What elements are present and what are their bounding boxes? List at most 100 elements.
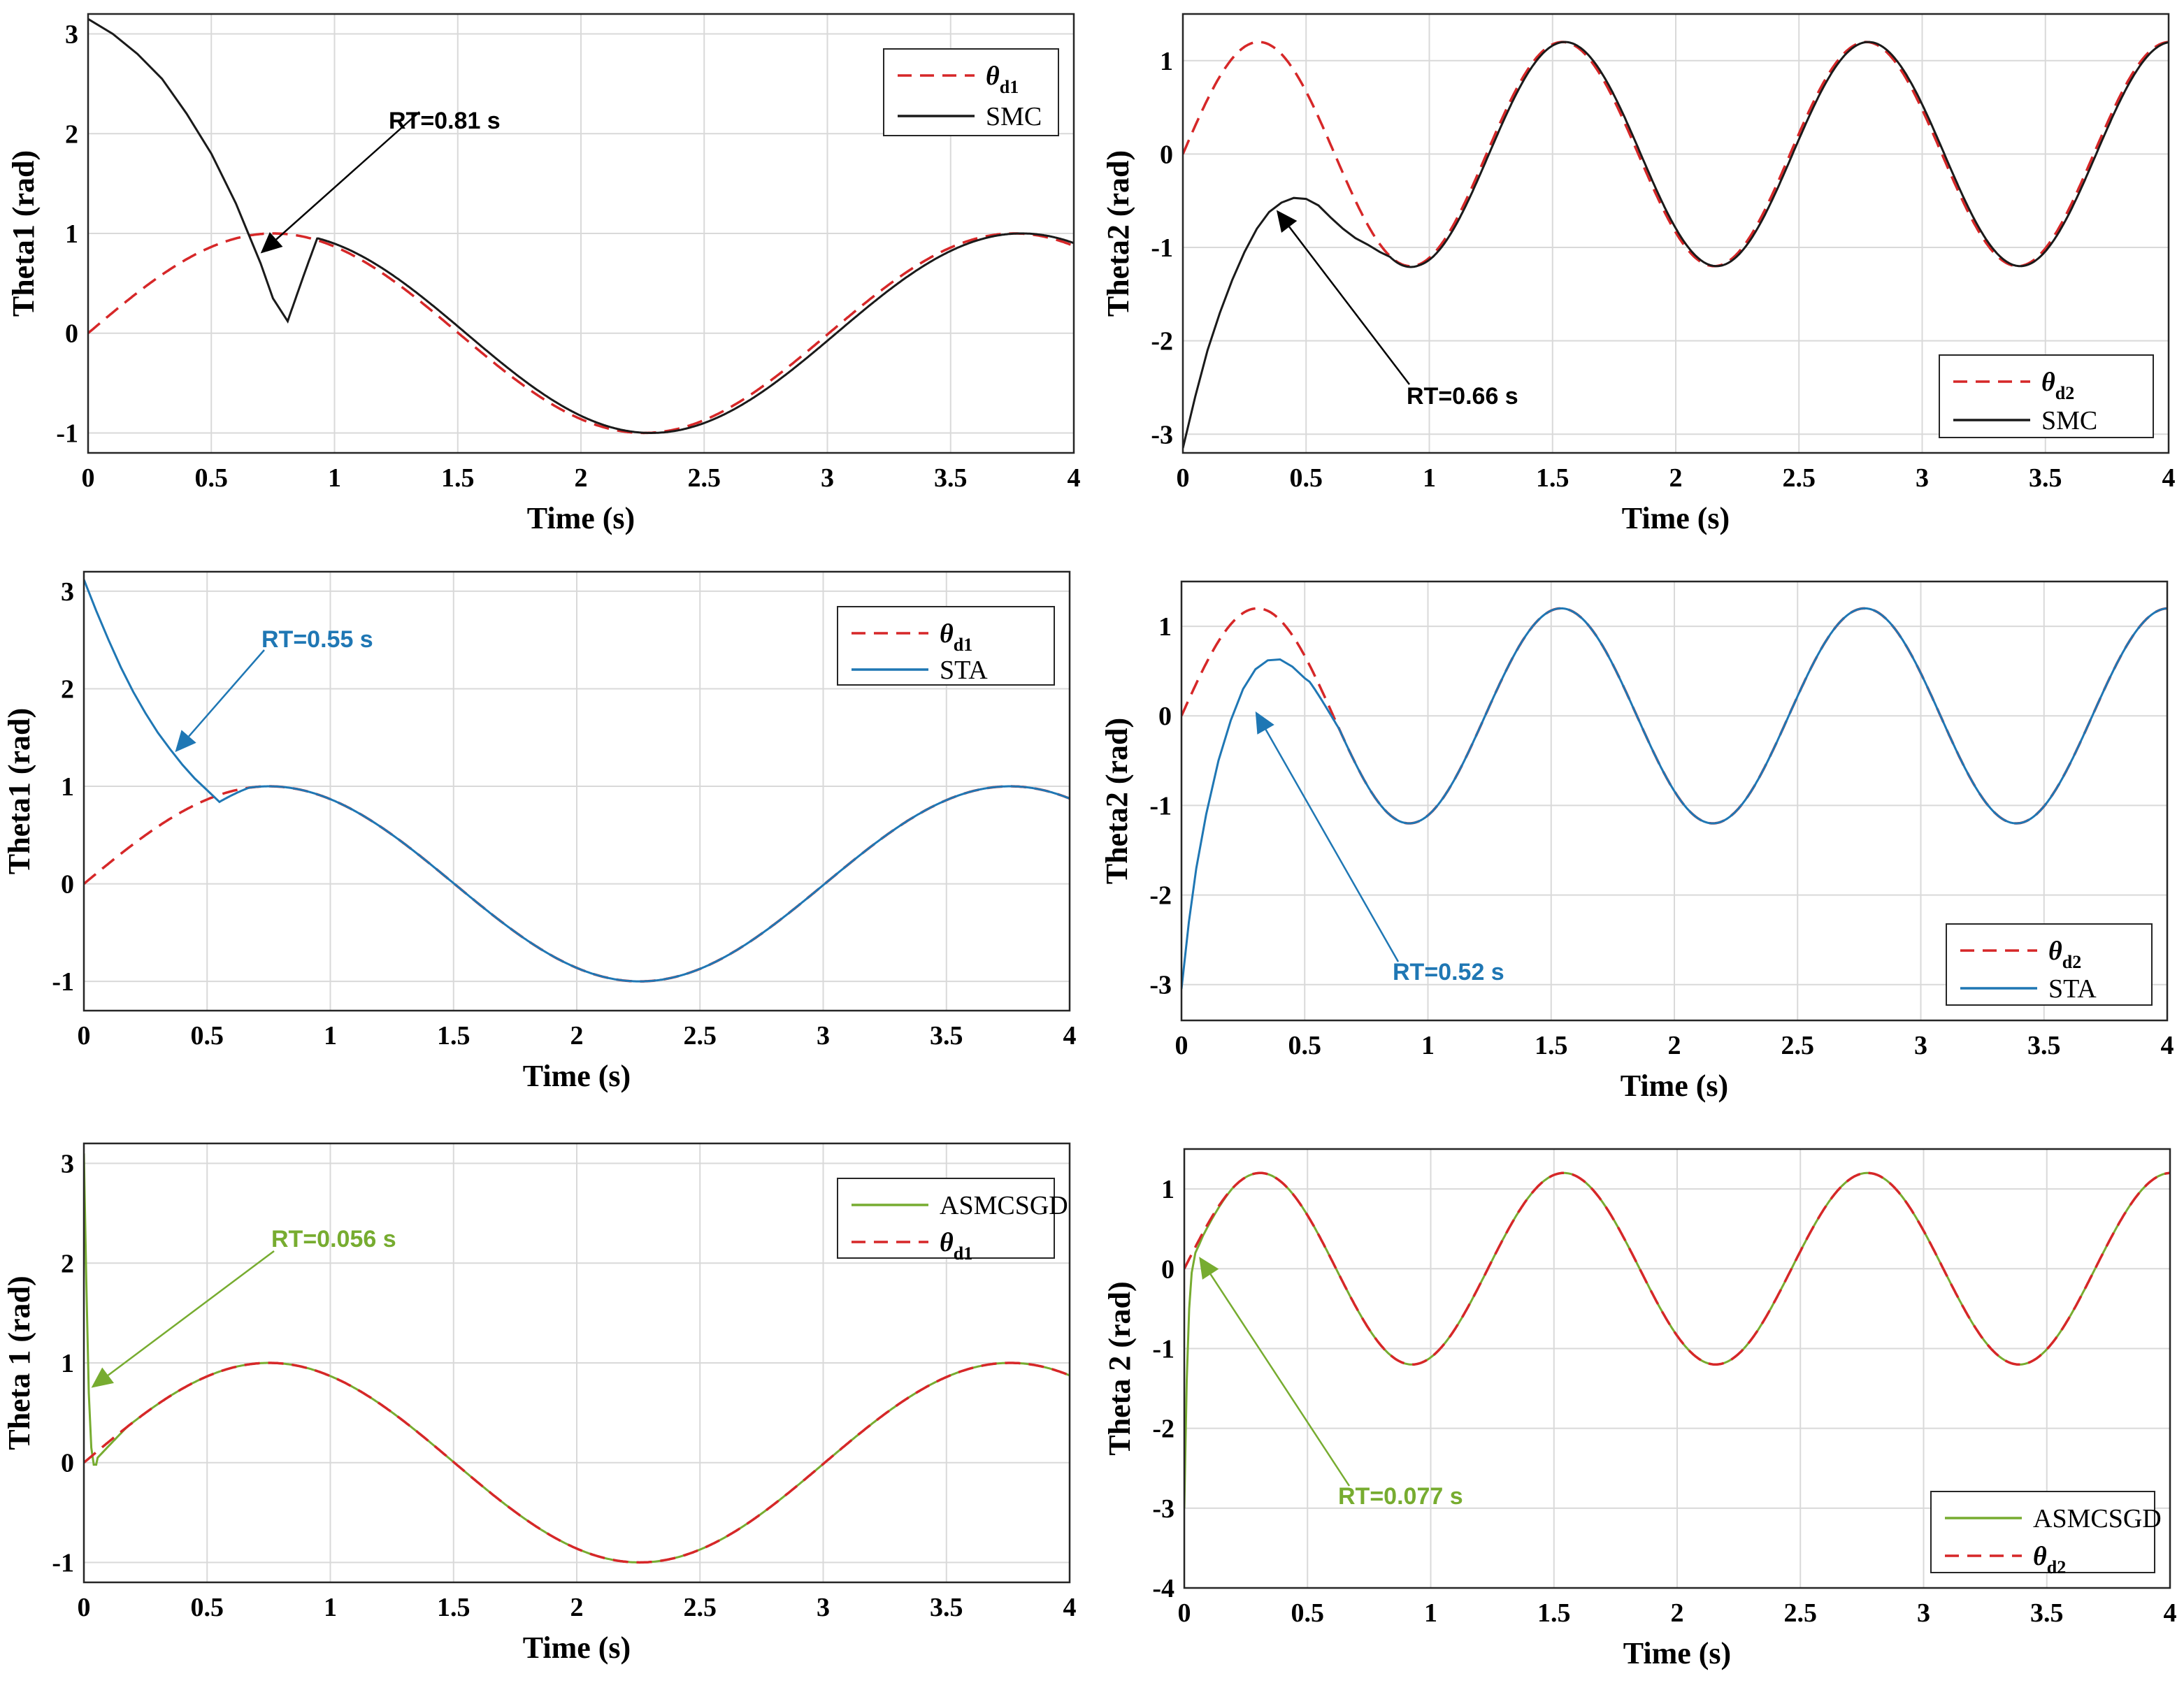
axes-frame	[1180, 580, 2169, 1022]
x-tick-label: 3	[821, 463, 834, 493]
legend-label-ctrl: STA	[940, 656, 988, 685]
series-line-smc	[88, 17, 1074, 434]
legend-subscript: d1	[954, 635, 972, 655]
y-tick-label: 2	[65, 120, 78, 149]
legend-label-ctrl: SMC	[986, 102, 1042, 131]
series-line-reference	[88, 232, 1074, 435]
series-line-sta	[1181, 607, 2167, 990]
annotation-text: RT=0.55 s	[261, 626, 373, 653]
y-tick-label: 1	[1161, 1175, 1174, 1204]
x-tick-label: 2	[1668, 1031, 1681, 1060]
y-tick-label: 0	[1158, 702, 1172, 731]
x-tick-label: 2	[1671, 1598, 1684, 1628]
legend-box	[1930, 1491, 2155, 1573]
x-axis-label: Time (s)	[523, 1631, 631, 1665]
annotation-text: RT=0.66 s	[1407, 383, 1518, 410]
y-tick-label: -1	[1152, 1334, 1174, 1364]
series-line-reference	[84, 1361, 1070, 1564]
y-tick-label: -1	[1149, 791, 1172, 821]
x-tick-label: 4	[1063, 1593, 1077, 1622]
x-tick-label: 0	[78, 1593, 91, 1622]
y-axis-label: Theta 2 (rad)	[1102, 1281, 1137, 1455]
x-tick-label: 2.5	[688, 463, 721, 493]
x-tick-label: 0.5	[1291, 1598, 1325, 1628]
y-axis-label: Theta1 (rad)	[6, 150, 41, 317]
y-tick-label: -2	[1152, 1415, 1174, 1444]
y-tick-label: -3	[1151, 420, 1173, 449]
legend-label-ctrl: ASMCSGD	[940, 1191, 1068, 1220]
legend-box	[837, 1178, 1055, 1259]
x-tick-label: 1	[324, 1021, 337, 1050]
x-tick-label: 1.5	[1535, 1031, 1568, 1060]
annotation-arrow-line	[1209, 1273, 1351, 1487]
y-tick-label: 2	[61, 1249, 74, 1278]
x-tick-label: 2.5	[684, 1021, 717, 1050]
y-tick-label: -1	[56, 419, 78, 448]
y-axis-label: Theta2 (rad)	[1101, 150, 1135, 317]
x-tick-label: 2	[1669, 463, 1683, 493]
x-tick-label: 0	[1175, 1031, 1188, 1060]
x-tick-label: 1.5	[437, 1021, 470, 1050]
x-tick-label: 2.5	[1784, 1598, 1818, 1628]
y-tick-label: -3	[1152, 1494, 1174, 1524]
annotation-text: RT=0.81 s	[389, 108, 501, 134]
annotation-text: RT=0.077 s	[1338, 1483, 1463, 1510]
series-line-smc	[1183, 41, 2169, 449]
y-tick-label: 1	[1158, 612, 1172, 642]
x-tick-label: 2.5	[1781, 1031, 1815, 1060]
x-tick-label: 3.5	[930, 1593, 963, 1622]
y-tick-label: 1	[65, 219, 78, 249]
x-tick-label: 1.5	[1536, 463, 1569, 493]
y-tick-label: 0	[1160, 140, 1173, 169]
y-tick-label: -2	[1151, 327, 1173, 356]
x-axis-label: Time (s)	[1623, 1636, 1731, 1670]
axes-frame	[82, 1142, 1071, 1584]
annotation-arrow-line	[1288, 226, 1410, 385]
x-tick-label: 1	[1423, 463, 1436, 493]
annotation-arrow-head	[175, 730, 196, 753]
x-tick-label: 1.5	[437, 1593, 470, 1622]
y-tick-label: -1	[52, 1548, 74, 1577]
x-axis-label: Time (s)	[523, 1059, 631, 1093]
axes-frame	[1183, 1148, 2171, 1589]
legend-subscript: d2	[2062, 952, 2081, 972]
x-tick-label: 0	[1178, 1598, 1191, 1628]
x-tick-label: 2.5	[684, 1593, 717, 1622]
legend-subscript: d1	[1000, 77, 1019, 97]
y-tick-label: 0	[61, 870, 74, 900]
legend-box	[837, 606, 1055, 686]
annotation-text: RT=0.056 s	[271, 1226, 396, 1252]
x-tick-label: 3.5	[934, 463, 968, 493]
legend-box	[1946, 923, 2153, 1006]
x-tick-label: 4	[2164, 1598, 2177, 1628]
legend-subscript: d1	[954, 1243, 972, 1264]
y-tick-label: 2	[61, 674, 74, 704]
y-tick-label: -4	[1152, 1574, 1174, 1603]
x-tick-label: 3.5	[930, 1021, 963, 1050]
series-line-sta	[84, 579, 1070, 983]
x-tick-label: 1.5	[441, 463, 475, 493]
annotation-arrow-head	[91, 1367, 114, 1388]
x-tick-label: 3	[1917, 1598, 1930, 1628]
x-tick-label: 2.5	[1783, 463, 1816, 493]
subplot-sta_theta2: 0 0.5 1 1.5 2 2.5 3 3.5 4 -3 -2 -1 0 1 Time (s) Theta2 …	[1100, 580, 2174, 1103]
x-tick-label: 2	[570, 1593, 584, 1622]
x-tick-label: 0	[78, 1021, 91, 1050]
legend-label-ctrl: SMC	[2041, 406, 2097, 435]
x-tick-label: 1	[324, 1593, 337, 1622]
axes-frame	[1181, 13, 2170, 454]
y-axis-label: Theta2 (rad)	[1100, 718, 1134, 884]
y-tick-label: 3	[61, 577, 74, 607]
y-tick-label: 1	[61, 772, 74, 802]
y-tick-label: -1	[1151, 233, 1173, 263]
x-tick-label: 2	[570, 1021, 584, 1050]
legend-label-ctrl: ASMCSGD	[2033, 1504, 2162, 1533]
annotation-arrow-head	[1199, 1257, 1219, 1280]
subplot-asmcsgd_theta2: 0 0.5 1 1.5 2 2.5 3 3.5 4 -4 -3 -2 -1 0 1 Time (s) Theta…	[1102, 1148, 2177, 1670]
